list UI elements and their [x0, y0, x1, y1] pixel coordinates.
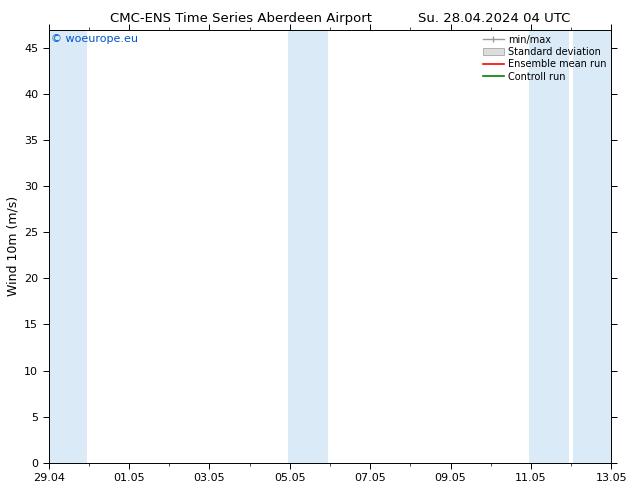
Bar	[288, 30, 328, 463]
Bar	[47, 30, 87, 463]
Y-axis label: Wind 10m (m/s): Wind 10m (m/s)	[7, 196, 20, 296]
Bar	[573, 30, 613, 463]
Text: Su. 28.04.2024 04 UTC: Su. 28.04.2024 04 UTC	[418, 12, 571, 25]
Bar	[529, 30, 569, 463]
Text: CMC-ENS Time Series Aberdeen Airport: CMC-ENS Time Series Aberdeen Airport	[110, 12, 372, 25]
Legend: min/max, Standard deviation, Ensemble mean run, Controll run: min/max, Standard deviation, Ensemble me…	[481, 32, 609, 84]
Text: © woeurope.eu: © woeurope.eu	[51, 34, 138, 44]
